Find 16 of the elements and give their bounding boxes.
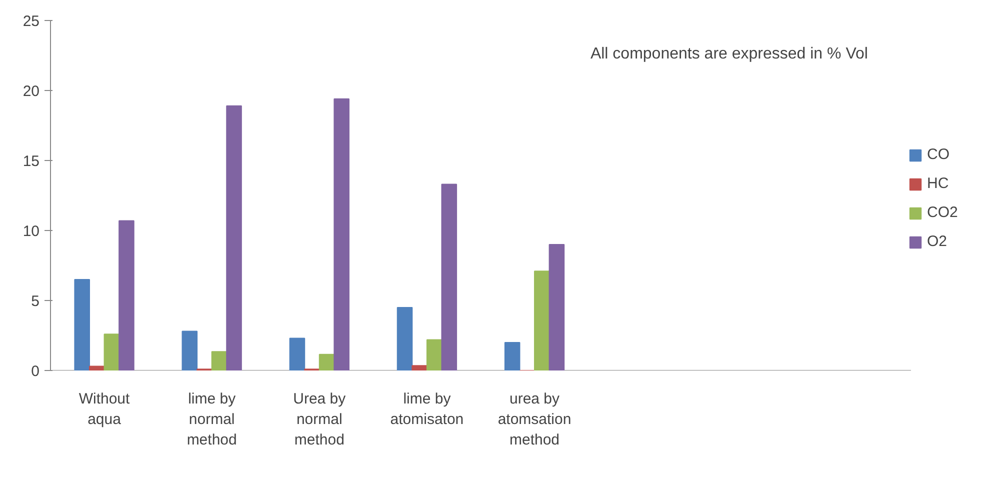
- x-tick-label: Without aqua: [78, 390, 131, 428]
- x-tick-label: lime by atomisaton: [390, 390, 464, 428]
- x-tick-label: Urea by normal method: [293, 390, 346, 448]
- legend-label: CO2: [927, 204, 958, 221]
- annotation: All components are expressed in % Vol: [590, 46, 868, 62]
- legend-label: CO: [927, 146, 950, 163]
- legend-label: O2: [927, 233, 948, 250]
- y-tick-label: 20: [22, 83, 40, 100]
- y-tick-label: 15: [22, 153, 40, 170]
- y-tick-label: 10: [22, 223, 40, 240]
- x-tick-label: lime by normal method: [186, 390, 237, 448]
- legend-label: HC: [927, 175, 949, 192]
- y-tick-label: 25: [22, 13, 40, 30]
- y-tick-label: 0: [31, 363, 40, 380]
- x-tick-label: urea by atomsation method: [498, 390, 572, 448]
- y-tick-label: 5: [31, 293, 40, 310]
